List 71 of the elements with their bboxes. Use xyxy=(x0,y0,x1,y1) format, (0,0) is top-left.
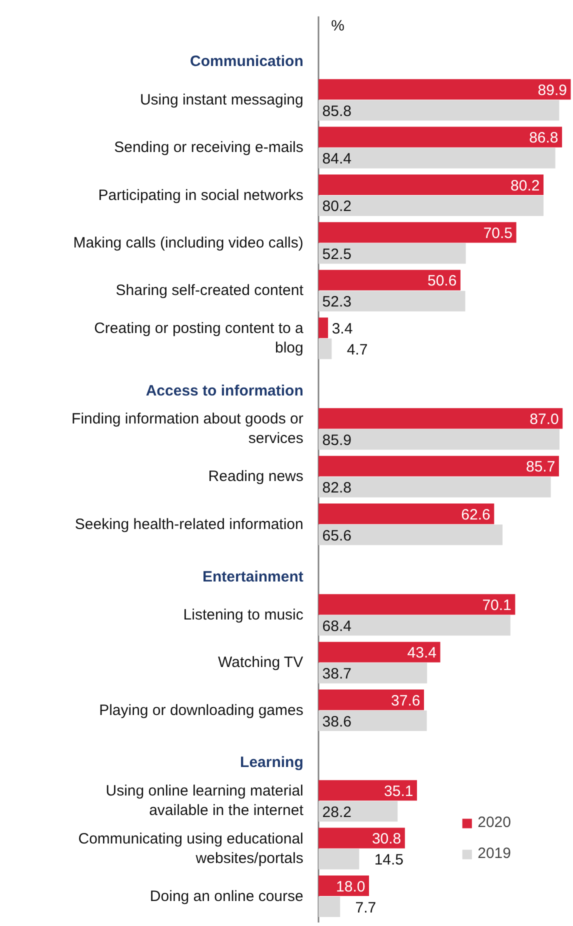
data-label: 3.4 xyxy=(332,320,353,338)
y-tick-label: Finding information about goods or services xyxy=(72,410,304,448)
data-label: 70.5 xyxy=(483,224,513,242)
legend-label: 2020 xyxy=(478,814,511,831)
y-tick-label: Entertainment xyxy=(202,568,304,586)
data-label: 85.8 xyxy=(322,102,352,120)
bar xyxy=(318,642,440,662)
data-label: 4.7 xyxy=(346,341,368,358)
data-label: 87.0 xyxy=(530,410,559,428)
y-tick-label: Communicating using educational websites/portals xyxy=(78,830,304,867)
y-tick-label: Learning xyxy=(240,754,304,772)
data-label: 62.6 xyxy=(461,506,490,524)
bar xyxy=(318,456,559,476)
bar xyxy=(318,828,405,848)
data-label: 38.7 xyxy=(322,666,352,683)
y-tick-label: Communication xyxy=(190,53,304,70)
data-label: 52.3 xyxy=(322,294,352,311)
data-label: 52.5 xyxy=(322,246,352,263)
data-label: 70.1 xyxy=(482,596,512,614)
bar xyxy=(318,222,516,243)
data-label: 85.7 xyxy=(526,458,556,476)
bar xyxy=(318,662,428,684)
y-tick-label: Using online learning material available in the internet xyxy=(106,782,304,820)
legend-label: 2019 xyxy=(478,845,511,862)
data-label: 14.5 xyxy=(374,852,404,869)
bar xyxy=(318,896,340,918)
data-label: 37.6 xyxy=(391,692,420,710)
data-label: 30.8 xyxy=(372,830,402,848)
y-tick-label: Reading news xyxy=(208,468,304,486)
data-label: 82.8 xyxy=(322,480,352,497)
bar xyxy=(318,848,360,870)
data-label: 86.8 xyxy=(529,130,558,147)
y-tick-label: Doing an online course xyxy=(150,888,304,905)
data-label: 80.2 xyxy=(510,177,540,194)
bar xyxy=(318,408,563,429)
y-tick-label: Participating in social networks xyxy=(98,186,304,204)
bar xyxy=(318,710,427,732)
data-label: 84.4 xyxy=(322,150,352,168)
data-label: 65.6 xyxy=(322,527,352,544)
y-tick-label: Using instant messaging xyxy=(140,91,304,108)
y-tick-label: Access to information xyxy=(146,382,304,400)
bar xyxy=(318,429,560,450)
y-tick-label: Watching TV xyxy=(218,654,304,672)
data-label: 38.6 xyxy=(322,713,352,730)
data-label: 85.9 xyxy=(322,432,352,449)
data-label: 18.0 xyxy=(336,878,366,896)
data-label: 28.2 xyxy=(322,804,352,821)
bar xyxy=(318,148,556,168)
bar xyxy=(318,243,466,264)
y-tick-label: Making calls (including video calls) xyxy=(73,234,304,252)
bar xyxy=(318,126,562,148)
data-label: 43.4 xyxy=(407,644,436,662)
x-axis-title: % xyxy=(331,17,344,34)
y-tick-label: Sending or receiving e-mails xyxy=(114,139,304,156)
data-label: 7.7 xyxy=(355,899,376,916)
data-label: 50.6 xyxy=(427,272,457,290)
y-tick-label: Playing or downloading games xyxy=(99,702,304,719)
bar xyxy=(318,615,510,636)
y-tick-label: Creating or posting content to a blog xyxy=(94,320,304,357)
y-tick-label: Sharing self-created content xyxy=(116,282,304,300)
y-tick-label: Seeking health-related information xyxy=(74,516,304,533)
bar xyxy=(318,594,516,615)
bar xyxy=(318,195,544,216)
bar xyxy=(318,690,424,710)
bar xyxy=(318,174,544,196)
y-tick-label: Listening to music xyxy=(183,606,304,624)
data-label: 68.4 xyxy=(322,618,352,635)
data-label: 80.2 xyxy=(322,198,352,216)
data-label: 89.9 xyxy=(538,82,567,99)
data-label: 35.1 xyxy=(384,782,414,800)
bar xyxy=(318,476,551,498)
